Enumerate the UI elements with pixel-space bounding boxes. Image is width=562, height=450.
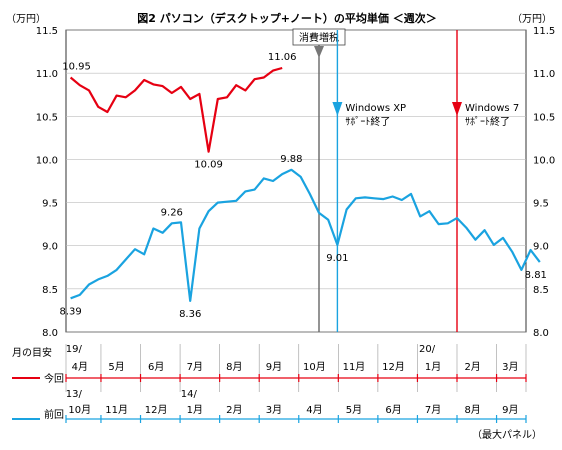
y-tick-label-left: 11.0 — [36, 69, 58, 80]
y-tick-label-left: 10.5 — [36, 112, 58, 123]
y-tick-label-right: 8.0 — [533, 328, 549, 339]
y-tick-label-right: 10.0 — [533, 155, 555, 166]
event-label: 消費増税 — [299, 31, 339, 44]
previous-month-label: 6月 — [385, 404, 401, 416]
data-label: 8.36 — [179, 309, 201, 320]
current-month-label: 1月 — [425, 361, 441, 373]
footnote: （最大パネル） — [472, 428, 542, 441]
series-lines — [69, 66, 541, 302]
right-unit-label: （万円） — [512, 13, 552, 25]
previous-month-label: 1月 — [187, 404, 203, 416]
previous-month-label: 4月 — [306, 404, 322, 416]
current-month-label: 12月 — [382, 361, 405, 373]
data-label: 10.09 — [194, 160, 223, 171]
data-label: 8.81 — [525, 270, 547, 281]
previous-month-label: 11月 — [105, 404, 128, 416]
y-tick-label-left: 11.5 — [36, 26, 58, 37]
y-tick-label-right: 8.5 — [533, 285, 549, 296]
previous-month-label: 7月 — [425, 404, 441, 416]
previous-year-label: 13/ — [66, 389, 83, 400]
previous-year-label: 14/ — [181, 389, 198, 400]
legend-previous-label: 前回 — [44, 408, 64, 421]
y-tick-label-left: 8.0 — [42, 328, 58, 339]
previous-month-label: 3月 — [266, 404, 282, 416]
current-year-label: 19/ — [66, 344, 83, 355]
y-tick-label-right: 9.0 — [533, 242, 549, 253]
event-label: ｻﾎﾟｰﾄ終了 — [465, 115, 510, 128]
previous-month-label: 2月 — [226, 404, 242, 416]
data-label: 9.01 — [326, 253, 348, 264]
data-label: 8.39 — [59, 306, 81, 317]
data-label: 11.06 — [268, 52, 297, 63]
event-label-box — [292, 28, 346, 46]
y-tick-label-left: 8.5 — [42, 285, 58, 296]
series-line-previous — [70, 168, 541, 302]
previous-month-label: 5月 — [346, 404, 362, 416]
chart-title: 図2 パソコン（デスクトップ+ノート）の平均単価 ＜週次＞ — [137, 11, 437, 25]
series-line-current — [69, 66, 283, 153]
current-month-label: 6月 — [148, 361, 164, 373]
axes: 8.0 8.0 8.5 8.5 9.0 9.0 9.5 9.5 10.0 10.0 10.5 10.5… — [36, 26, 556, 339]
previous-month-label: 8月 — [464, 404, 480, 416]
current-year-label: 20/ — [419, 344, 436, 355]
y-tick-label-right: 11.0 — [533, 69, 555, 80]
left-unit-label: （万円） — [6, 13, 46, 25]
previous-month-label: 9月 — [502, 404, 518, 416]
previous-month-label: 10月 — [68, 404, 91, 416]
event-triangle — [332, 102, 343, 116]
current-month-label: 9月 — [266, 361, 282, 373]
event-label: Windows 7 — [465, 103, 519, 114]
y-tick-label-right: 11.5 — [533, 26, 555, 37]
y-tick-label-left: 10.0 — [36, 155, 58, 166]
current-month-label: 7月 — [187, 361, 203, 373]
event-triangle — [452, 102, 462, 116]
event-label: Windows XP — [345, 103, 406, 114]
y-tick-label-left: 9.0 — [42, 242, 58, 253]
event-label: ｻﾎﾟｰﾄ終了 — [345, 115, 390, 128]
current-month-label: 4月 — [72, 361, 88, 373]
current-month-label: 10月 — [303, 361, 326, 373]
y-tick-label-left: 9.5 — [42, 199, 58, 210]
y-tick-label-right: 10.5 — [533, 112, 555, 123]
data-label: 9.88 — [280, 154, 302, 165]
month-timeline: 19/4月 5月 6月 7月 8月 9月 10月 11月 12月 20/1月 2月 3月 13/10月 1… — [12, 344, 527, 423]
previous-month-label: 12月 — [145, 404, 168, 416]
month-axis-label: 月の目安 — [12, 346, 52, 359]
legend-current-label: 今回 — [44, 372, 64, 385]
current-month-label: 8月 — [226, 361, 242, 373]
data-label: 10.95 — [62, 61, 91, 72]
event-triangle — [314, 46, 324, 58]
current-month-label: 5月 — [108, 361, 124, 373]
current-month-label: 2月 — [464, 361, 480, 373]
current-month-label: 11月 — [343, 361, 366, 373]
value-labels: 10.95 10.09 11.06 8.39 9.26 8.36 9.88 9.01 8.81 — [59, 52, 546, 320]
y-tick-label-right: 9.5 — [533, 199, 549, 210]
current-month-label: 3月 — [502, 361, 518, 373]
data-label: 9.26 — [161, 207, 183, 218]
